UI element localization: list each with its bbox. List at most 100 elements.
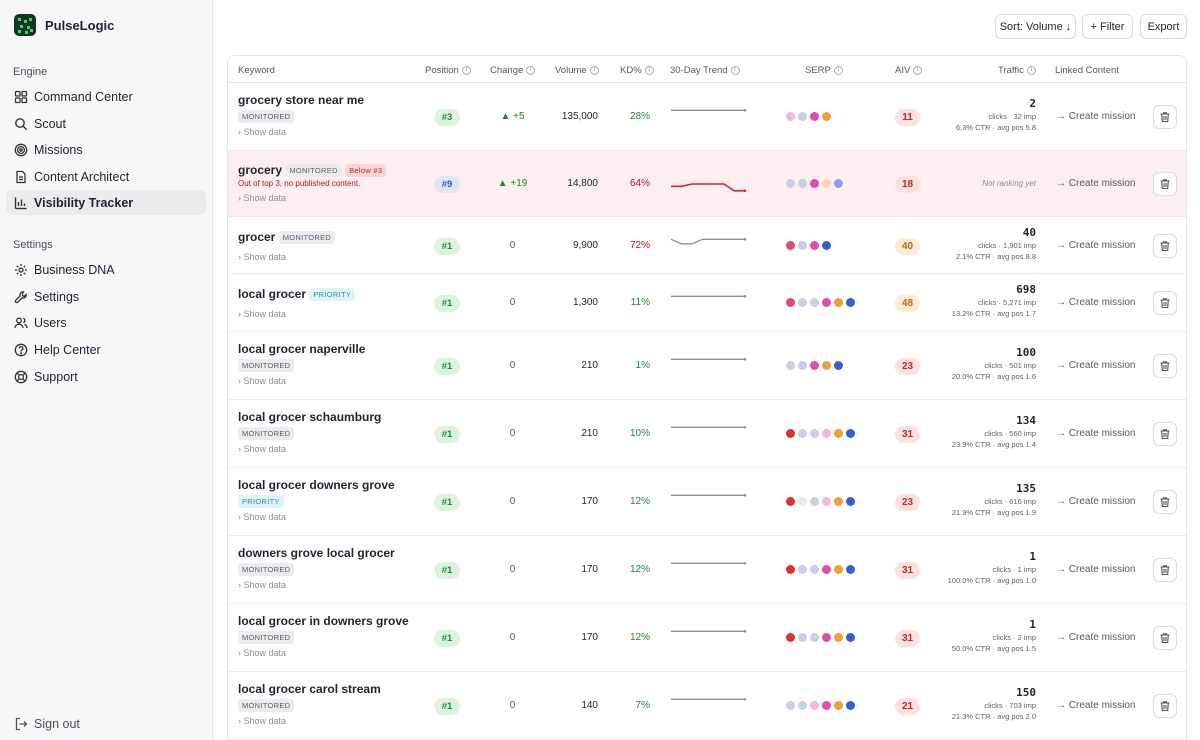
delete-button[interactable] — [1153, 694, 1177, 718]
column-header-trend[interactable]: 30-Day Trend i — [670, 65, 740, 76]
create-mission-link[interactable]: → Create mission — [1056, 564, 1136, 575]
column-header-kd[interactable]: KD% i — [620, 65, 654, 76]
serp-features — [786, 565, 866, 574]
create-mission-link[interactable]: → Create mission — [1056, 700, 1136, 711]
create-mission-link[interactable]: → Create mission — [1056, 428, 1136, 439]
show-data-link[interactable]: › Show data — [238, 716, 287, 726]
kd-value: 10% — [629, 428, 650, 439]
sidebar-item-settings[interactable]: Settings — [6, 284, 206, 309]
show-data-link[interactable]: › Show data — [238, 376, 287, 386]
show-data-link[interactable]: › Show data — [238, 127, 287, 137]
show-data-link[interactable]: › Show data — [238, 309, 287, 319]
sidebar-item-command-center[interactable]: Command Center — [6, 84, 206, 109]
create-mission-link[interactable]: → Create mission — [1056, 178, 1136, 189]
table-row[interactable]: downers grove local grocer MONITORED › Sho… — [228, 536, 1186, 604]
filter-button[interactable]: + Filter — [1082, 14, 1133, 39]
kd-value: 64% — [629, 178, 650, 189]
sidebar-item-missions[interactable]: Missions — [6, 137, 206, 162]
brand[interactable]: PulseLogic — [14, 14, 114, 36]
trash-icon — [1160, 633, 1170, 644]
keyword-text[interactable]: local grocer PRIORITY — [238, 287, 356, 302]
info-icon[interactable]: i — [730, 66, 740, 75]
keyword-text[interactable]: local grocer schaumburg — [238, 410, 382, 424]
table-row[interactable]: grocery MONITORED Below #3 Out of top 3, … — [228, 151, 1186, 217]
create-mission-link[interactable]: → Create mission — [1056, 240, 1136, 251]
sign-out-button[interactable]: Sign out — [6, 711, 206, 736]
delete-button[interactable] — [1153, 490, 1177, 514]
info-icon[interactable]: i — [833, 66, 843, 75]
show-data-link[interactable]: › Show data — [238, 444, 287, 454]
keyword-text[interactable]: grocer MONITORED — [238, 230, 336, 245]
column-header-change[interactable]: Change i — [490, 65, 536, 76]
trend-end-point — [743, 494, 747, 497]
table-row[interactable]: local grocer schaumburg MONITORED › Show d… — [228, 400, 1186, 468]
status-badge: MONITORED — [278, 231, 336, 245]
keyword-text[interactable]: grocery store near me — [238, 93, 365, 107]
status-badge: MONITORED — [238, 563, 295, 576]
delete-button[interactable] — [1153, 626, 1177, 650]
create-mission-link[interactable]: → Create mission — [1056, 496, 1136, 507]
info-icon[interactable]: i — [461, 66, 471, 75]
table-row[interactable]: local grocer downers grove PRIORITY › Show… — [228, 468, 1186, 536]
keyword-text[interactable]: grocery MONITORED Below #3 — [238, 163, 387, 178]
column-header-position[interactable]: Position i — [425, 65, 471, 76]
sidebar-item-label: Command Center — [34, 89, 133, 104]
column-header-volume[interactable]: Volume i — [555, 65, 599, 76]
keyword-text[interactable]: local grocer downers grove — [238, 478, 395, 492]
create-mission-link[interactable]: → Create mission — [1056, 297, 1136, 308]
sort-button[interactable]: Sort: Volume ↓ — [995, 14, 1076, 39]
table-row[interactable]: local grocer naperville MONITORED › Show d… — [228, 332, 1186, 400]
delete-button[interactable] — [1153, 234, 1177, 258]
keyword-text[interactable]: local grocer naperville — [238, 342, 366, 356]
show-data-link[interactable]: › Show data — [238, 648, 287, 658]
sidebar-item-help-center[interactable]: Help Center — [6, 337, 206, 362]
table-row[interactable]: local grocer in downers grove MONITORED › … — [228, 604, 1186, 672]
delete-button[interactable] — [1153, 105, 1177, 129]
sidebar-item-content-architect[interactable]: Content Architect — [6, 164, 206, 189]
column-header-traffic[interactable]: Traffic i — [998, 65, 1036, 76]
serp-feature-icon — [834, 565, 843, 574]
sidebar-item-scout[interactable]: Scout — [6, 111, 206, 136]
export-button[interactable]: Export — [1140, 14, 1187, 39]
keyword-text[interactable]: downers grove local grocer — [238, 546, 395, 560]
serp-feature-icon — [798, 565, 807, 574]
serp-feature-icon — [798, 298, 807, 307]
table-row[interactable]: local grocer carol stream MONITORED › Show… — [228, 672, 1186, 740]
info-icon[interactable]: i — [589, 66, 599, 75]
create-mission-link[interactable]: → Create mission — [1056, 632, 1136, 643]
info-icon[interactable]: i — [644, 66, 654, 75]
column-header-aiv[interactable]: AIV i — [895, 65, 923, 76]
create-mission-link[interactable]: → Create mission — [1056, 111, 1136, 122]
serp-feature-icon — [798, 361, 807, 370]
info-icon[interactable]: i — [1026, 66, 1036, 75]
sidebar-item-users[interactable]: Users — [6, 310, 206, 335]
info-icon[interactable]: i — [913, 66, 923, 75]
trend-end-point — [743, 698, 747, 701]
show-data-link[interactable]: › Show data — [238, 580, 287, 590]
delete-button[interactable] — [1153, 558, 1177, 582]
create-mission-link[interactable]: → Create mission — [1056, 360, 1136, 371]
column-header-serp[interactable]: SERP i — [805, 65, 843, 76]
keyword-text[interactable]: local grocer carol stream — [238, 682, 381, 696]
sidebar-item-visibility-tracker[interactable]: Visibility Tracker — [6, 190, 206, 215]
info-icon[interactable]: i — [526, 66, 536, 75]
traffic-impressions: clicks · 1,901 imp — [978, 241, 1036, 250]
delete-button[interactable] — [1153, 354, 1177, 378]
show-data-link[interactable]: › Show data — [238, 252, 287, 262]
column-header-keyword[interactable]: Keyword — [238, 65, 275, 76]
column-header-linked-content[interactable]: Linked Content — [1055, 65, 1119, 76]
table-row[interactable]: grocer MONITORED › Show data #1 0 9,900 72% 40… — [228, 217, 1186, 274]
serp-features — [786, 241, 866, 250]
target-icon — [14, 143, 28, 156]
show-data-link[interactable]: › Show data — [238, 193, 287, 203]
delete-button[interactable] — [1153, 172, 1177, 196]
sidebar-item-support[interactable]: Support — [6, 364, 206, 389]
table-row[interactable]: local grocer PRIORITY › Show data #1 0 1,300… — [228, 274, 1186, 332]
delete-button[interactable] — [1153, 291, 1177, 315]
keyword-text[interactable]: local grocer in downers grove — [238, 614, 409, 628]
sidebar-item-business-dna[interactable]: Business DNA — [6, 257, 206, 282]
show-data-link[interactable]: › Show data — [238, 512, 287, 522]
delete-button[interactable] — [1153, 422, 1177, 446]
traffic-impressions: clicks · 616 imp — [984, 497, 1036, 506]
table-row[interactable]: grocery store near me MONITORED › Show dat… — [228, 83, 1186, 151]
